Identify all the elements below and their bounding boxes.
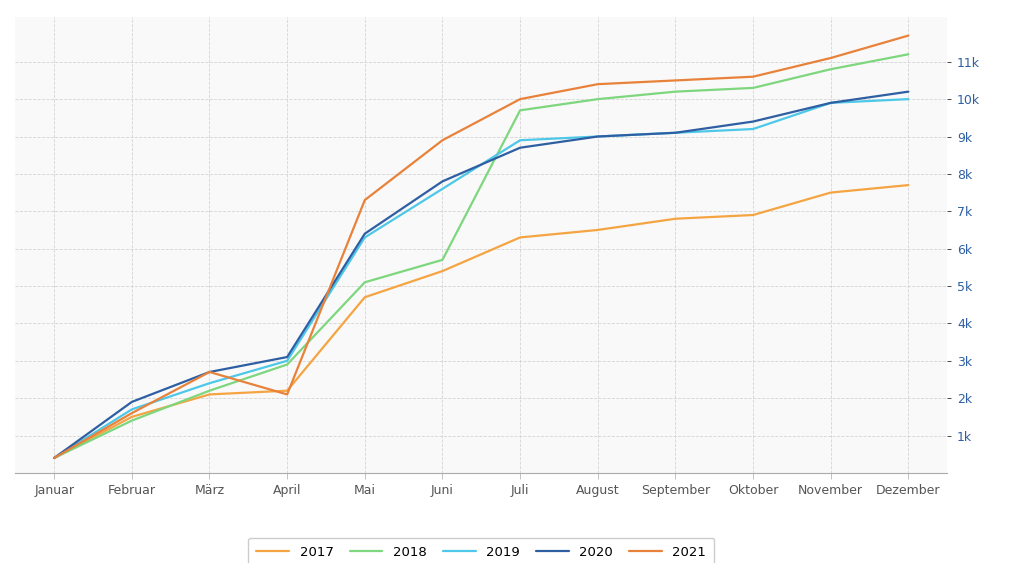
2020 [902, 88, 914, 95]
2020 [514, 144, 526, 151]
2017 [358, 294, 371, 301]
2017 [746, 212, 759, 218]
2021 [48, 454, 60, 461]
2018 [746, 84, 759, 91]
2020 [48, 454, 60, 461]
2019 [436, 185, 449, 192]
Line: 2020: 2020 [54, 92, 908, 458]
2017 [670, 216, 682, 222]
2019 [514, 137, 526, 144]
2017 [436, 267, 449, 274]
2019 [670, 129, 682, 136]
Line: 2021: 2021 [54, 35, 908, 458]
2020 [824, 100, 837, 106]
2021 [436, 137, 449, 144]
2017 [281, 387, 293, 394]
Line: 2019: 2019 [54, 99, 908, 458]
2020 [592, 133, 604, 140]
Legend: 2017, 2018, 2019, 2020, 2021: 2017, 2018, 2019, 2020, 2021 [249, 538, 714, 563]
2017 [204, 391, 216, 398]
2019 [824, 100, 837, 106]
2018 [436, 257, 449, 263]
2018 [514, 107, 526, 114]
2018 [48, 454, 60, 461]
2021 [281, 391, 293, 398]
2018 [358, 279, 371, 285]
2021 [592, 81, 604, 88]
2018 [824, 66, 837, 73]
2020 [670, 129, 682, 136]
Line: 2017: 2017 [54, 185, 908, 458]
2017 [48, 454, 60, 461]
2021 [358, 196, 371, 203]
2018 [204, 387, 216, 394]
2020 [204, 369, 216, 376]
2020 [746, 118, 759, 125]
2021 [902, 32, 914, 39]
2021 [514, 96, 526, 102]
2021 [824, 55, 837, 61]
2019 [48, 454, 60, 461]
2021 [670, 77, 682, 84]
2019 [592, 133, 604, 140]
2018 [126, 417, 138, 424]
2020 [126, 399, 138, 405]
Line: 2018: 2018 [54, 54, 908, 458]
2017 [126, 413, 138, 420]
2019 [281, 358, 293, 364]
2017 [824, 189, 837, 196]
2018 [592, 96, 604, 102]
2017 [592, 226, 604, 233]
2018 [902, 51, 914, 57]
2017 [514, 234, 526, 241]
2018 [281, 361, 293, 368]
2021 [126, 410, 138, 417]
2020 [436, 178, 449, 185]
2020 [358, 230, 371, 237]
2020 [281, 354, 293, 360]
2019 [746, 126, 759, 132]
2019 [126, 406, 138, 413]
2018 [670, 88, 682, 95]
2019 [902, 96, 914, 102]
2017 [902, 182, 914, 189]
2021 [204, 369, 216, 376]
2021 [746, 73, 759, 80]
2019 [204, 380, 216, 387]
2019 [358, 234, 371, 241]
